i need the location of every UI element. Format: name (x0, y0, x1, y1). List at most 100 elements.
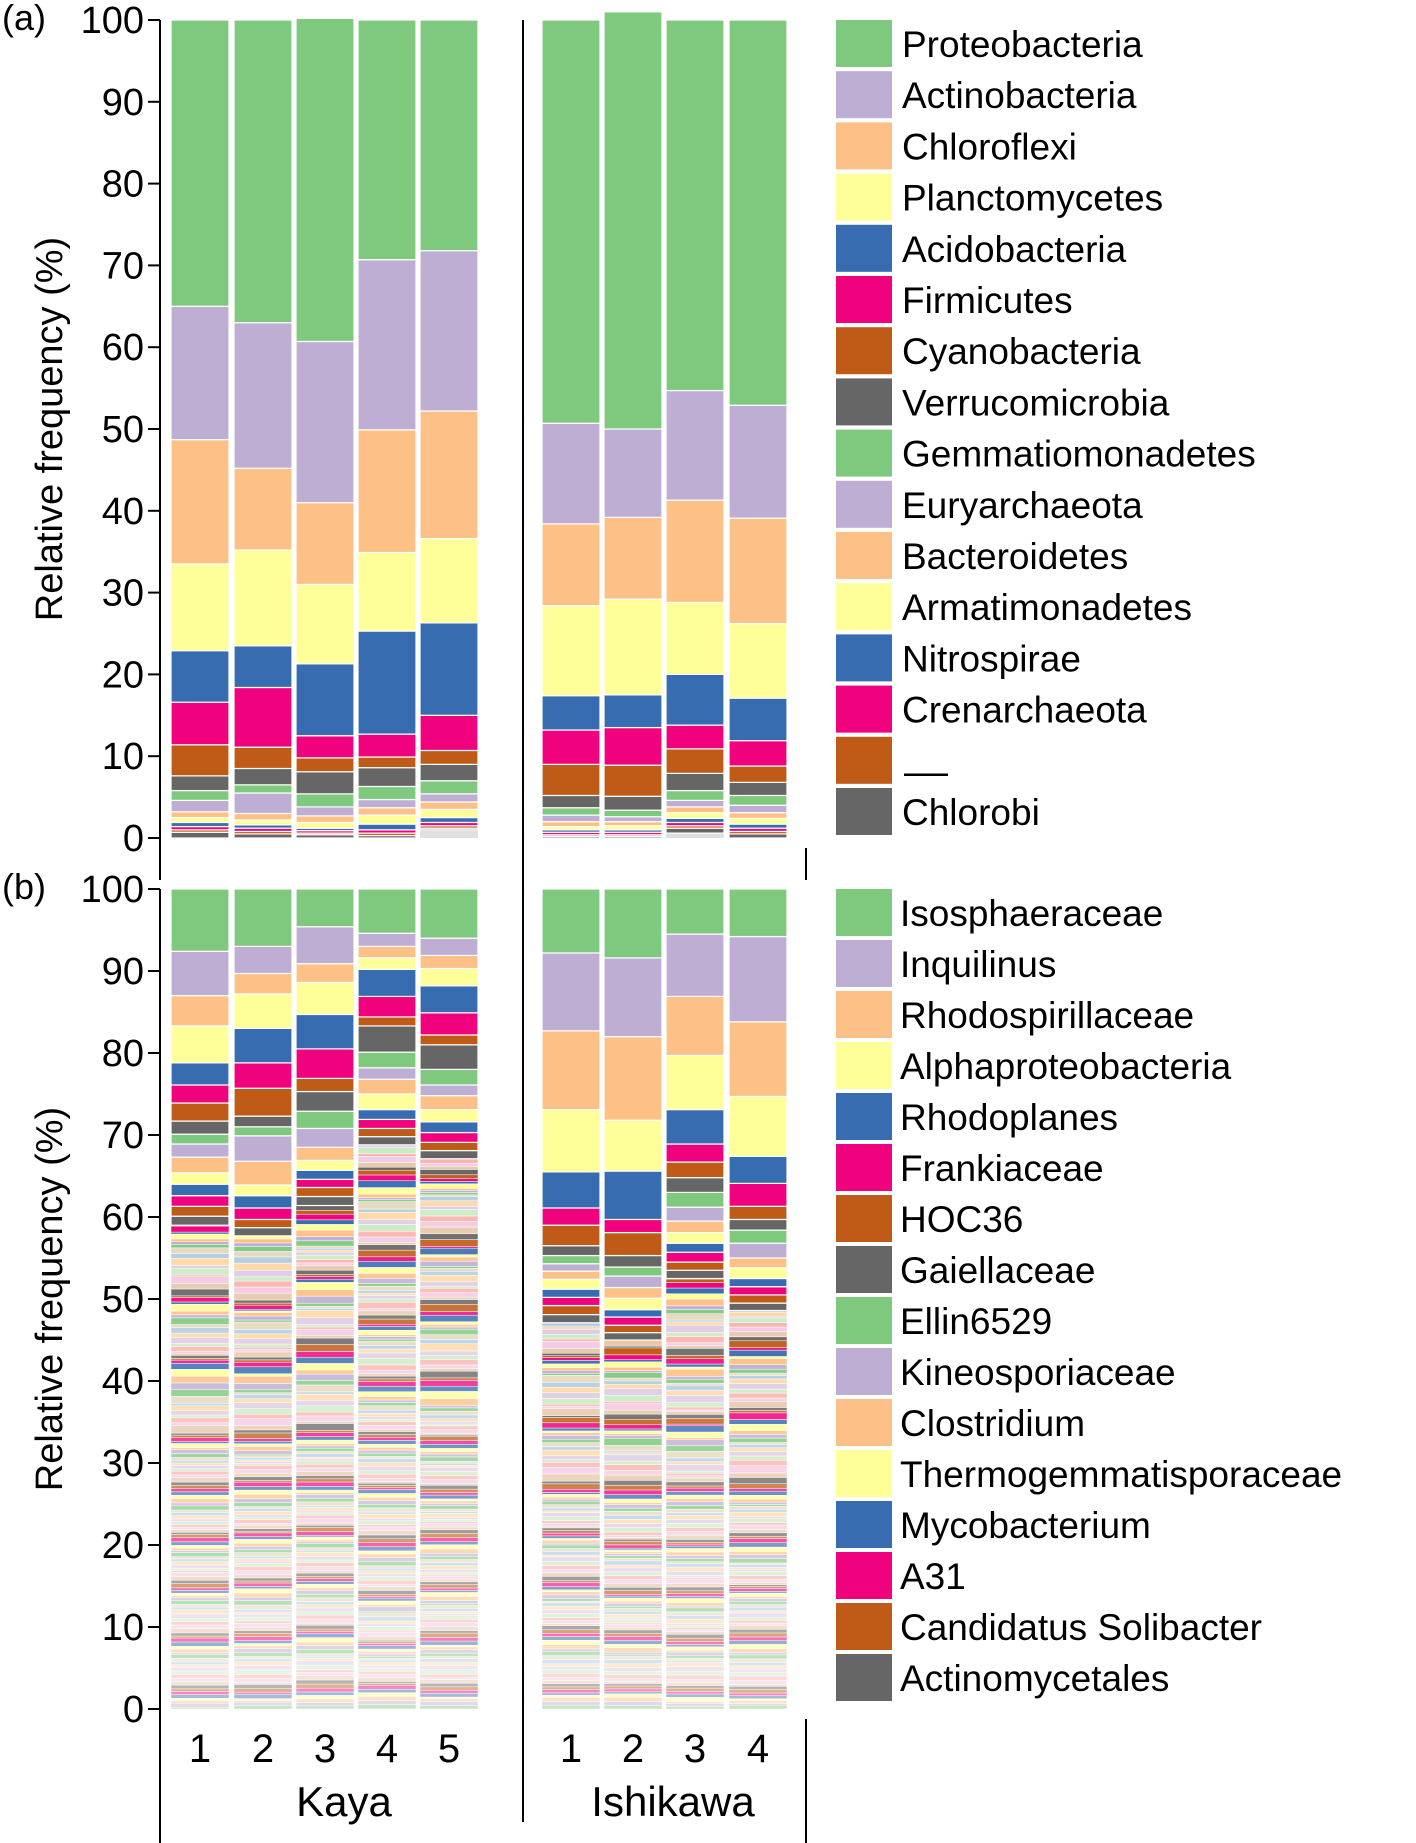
bar-segment-minor-taxa (233, 1459, 293, 1462)
bar-segment-minor-taxa (357, 1481, 417, 1484)
bar-segment-minor-taxa (357, 1301, 417, 1309)
bar-segment-minor-taxa (603, 1445, 663, 1452)
bar-segment-minor-taxa (541, 1430, 601, 1433)
y-tick-label: 50 (102, 1279, 144, 1321)
bar-segment-minor-taxa (233, 1356, 293, 1361)
bar-segment-minor-taxa (541, 1510, 601, 1513)
bar-segment-actinomycetales-4 (357, 1136, 417, 1146)
bar-segment-minor-taxa (419, 1350, 479, 1356)
bar-segment-minor-taxa (357, 1584, 417, 1587)
bar-segment-minor-taxa (233, 1682, 293, 1685)
bar-segment-minor-taxa (357, 1600, 417, 1605)
bar-segment-planctomycetes-5 (419, 538, 479, 624)
bar-segment-chlorobi-8 (665, 827, 725, 834)
bar-segment-minor-taxa (357, 1493, 417, 1498)
bar-segment-minor-taxa (419, 1600, 479, 1604)
bar-segment-minor-taxa (665, 1366, 725, 1370)
bar-segment-minor-taxa (665, 1305, 725, 1310)
bar-segment-minor-taxa (419, 1652, 479, 1657)
bar-segment-minor-taxa (603, 1502, 663, 1505)
bar-segment-minor-taxa (357, 1440, 417, 1445)
bar-segment-minor-taxa (170, 1637, 230, 1643)
bar-segment-minor-taxa (541, 1520, 601, 1524)
legend-swatch-chloroflexi (836, 122, 892, 170)
bar-segment-actinomycetales-6 (541, 1313, 601, 1324)
bar-segment-minor-taxa (233, 1242, 293, 1247)
legend-swatch-mycobacterium (836, 1501, 892, 1548)
bar-segment-minor-taxa (665, 1660, 725, 1663)
bar-segment-minor-taxa (603, 1401, 663, 1404)
bar-segment-actinobacteria-4 (357, 259, 417, 431)
bar-segment-mycobacterium-1 (170, 1183, 230, 1197)
bar-segment-minor-taxa (295, 1282, 355, 1290)
bar-segment-minor-taxa (170, 1396, 230, 1404)
legend-label-verrucomicrobia: Verrucomicrobia (902, 382, 1170, 423)
bar-segment-minor-taxa (603, 1557, 663, 1562)
bar-segment-minor-taxa (603, 1547, 663, 1551)
bar-segment-minor-taxa (170, 1301, 230, 1305)
bar-segment-minor-taxa (233, 1630, 293, 1634)
bar-segment-minor-taxa (541, 1422, 601, 1429)
bar-segment-minor-taxa (665, 1641, 725, 1645)
bar-segment-minor-taxa (419, 1682, 479, 1688)
bar-segment-minor-taxa (419, 1275, 479, 1283)
bar-segment-minor-taxa (541, 1669, 601, 1674)
bar-segment-minor-taxa (357, 1364, 417, 1371)
bar-segment-minor-taxa (295, 1248, 355, 1251)
bar-segment-minor-taxa (728, 1582, 788, 1585)
bar-segment-minor-taxa (357, 1641, 417, 1644)
bar-segment-minor-taxa (419, 1196, 479, 1202)
bar-segment-minor-taxa (419, 1370, 479, 1379)
bar-segment-minor-taxa (665, 1679, 725, 1683)
bar-segment-minor-taxa (357, 1166, 417, 1171)
bar-segment-minor-taxa (665, 1332, 725, 1337)
bar-segment-minor-taxa (419, 1451, 479, 1455)
bar-segment-minor-taxa (357, 1651, 417, 1655)
bar-segment-planctomycetes-1 (170, 563, 230, 652)
bar-segment-minor-taxa (233, 1652, 293, 1657)
bar-segment-minor-taxa (541, 1406, 601, 1409)
bar-segment-ellin6529-1 (170, 1133, 230, 1145)
bar-segment-minor-taxa (603, 1622, 663, 1625)
bar-segment-minor-taxa (419, 1432, 479, 1436)
bar-segment-minor-taxa (170, 1453, 230, 1458)
bar-segment-gemmatiomonadetes-8 (665, 789, 725, 801)
bar-segment-minor-taxa (665, 1593, 725, 1597)
bar-segment-minor-taxa (541, 1500, 601, 1505)
bar-segment-minor-taxa (295, 1210, 355, 1215)
bar-segment-minor-taxa (170, 1558, 230, 1563)
bar-segment-minor-taxa (295, 1512, 355, 1516)
bar-segment-minor-taxa (603, 1571, 663, 1576)
bar-segment-rhodospirillaceae-1 (170, 994, 230, 1027)
bar-segment-minor-taxa (728, 1542, 788, 1548)
bar-segment-minor-taxa (728, 1326, 788, 1333)
bar-segment-firmicutes-7 (603, 726, 663, 766)
bar-segment-minor-taxa (357, 1330, 417, 1335)
bar-segment-minor-taxa (295, 1539, 355, 1543)
bar-segment-minor-taxa (357, 1381, 417, 1387)
bar-segment-minor-taxa (419, 1324, 479, 1328)
bar-segment-minor-taxa (357, 1219, 417, 1225)
bar-segment-minor-taxa (170, 1526, 230, 1530)
bar-segment-minor-taxa (170, 1355, 230, 1359)
bar-segment-minor-taxa (419, 1209, 479, 1217)
bar-segment-minor-taxa (170, 1609, 230, 1615)
legend-label-nitrospirae: Nitrospirae (902, 638, 1081, 679)
bar-segment-minor-taxa (170, 1369, 230, 1377)
bar-segment-ellin6529-5 (419, 1068, 479, 1086)
bar-segment-minor-taxa (295, 1494, 355, 1499)
bar-segment-minor-taxa (170, 1694, 230, 1699)
bar-segment-bacteroidetes-1 (170, 811, 230, 819)
bar-segment-minor-taxa (728, 1571, 788, 1576)
bar-segment-minor-taxa (233, 1432, 293, 1439)
bar-segment-minor-taxa (665, 1402, 725, 1408)
bar-segment-minor-taxa (170, 1337, 230, 1344)
bar-segment-minor-taxa (419, 1503, 479, 1506)
bar-segment-minor-taxa (233, 1558, 293, 1562)
bar-segment-minor-taxa (419, 1256, 479, 1262)
legend-label-euryarchaeota: Euryarchaeota (902, 485, 1143, 526)
bar-segment-minor-taxa (170, 1346, 230, 1352)
bar-segment-minor-taxa (603, 1590, 663, 1595)
bar-segment-minor-taxa (170, 1541, 230, 1546)
